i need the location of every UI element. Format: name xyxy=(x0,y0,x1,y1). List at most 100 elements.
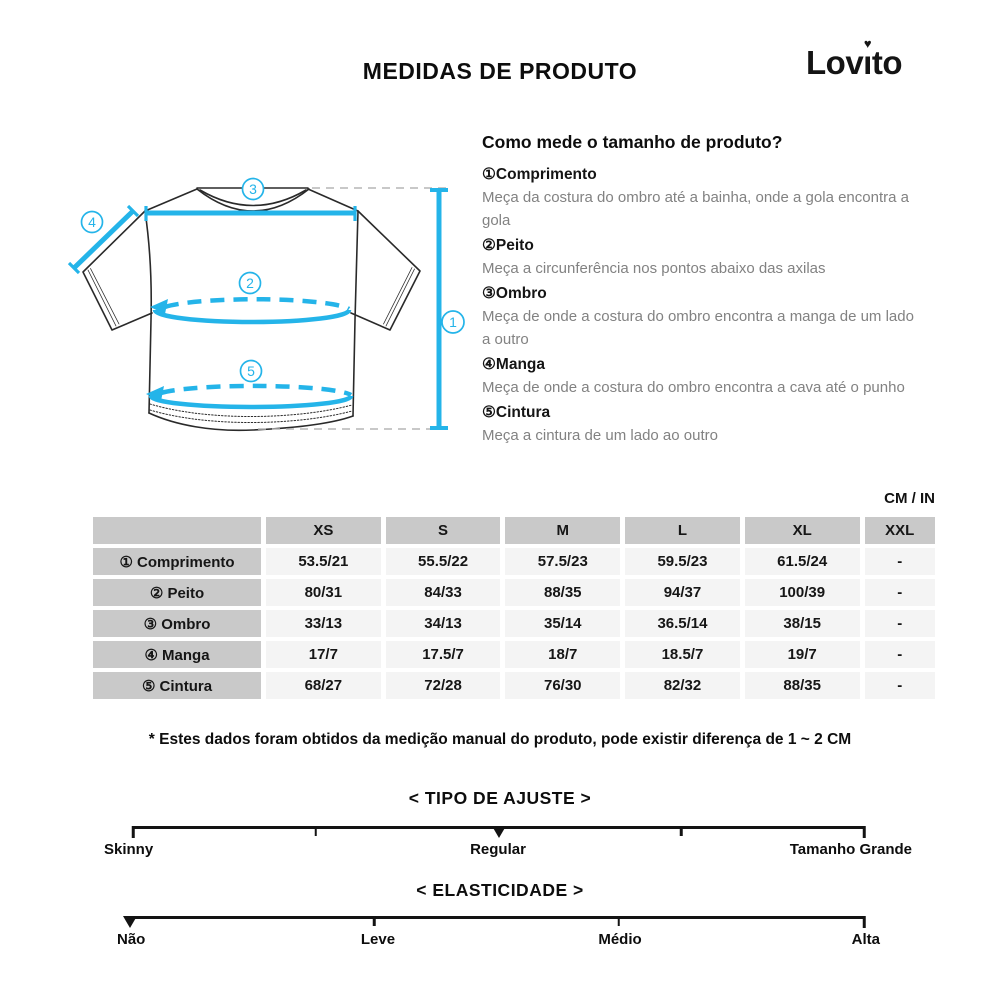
shoulder-measure-line xyxy=(144,206,357,221)
col-header-s: S xyxy=(385,517,501,544)
col-header-l: L xyxy=(625,517,740,544)
cell-value: - xyxy=(864,579,935,606)
size-table-header-row: XS S M L XL XXL xyxy=(93,517,935,544)
waist-measure-ellipse xyxy=(146,383,354,410)
arrow-left-icon xyxy=(146,386,164,401)
tshirt-measure-diagram: 3 4 2 5 1 xyxy=(67,177,465,432)
length-measure-line xyxy=(430,188,448,430)
instruction-label: Cintura xyxy=(495,404,551,421)
table-row-peito: ② Peito 80/31 84/33 88/35 94/37 100/39 - xyxy=(93,579,935,606)
cell-value: 68/27 xyxy=(266,672,381,699)
circled-2-icon: ② xyxy=(482,237,496,254)
size-table: XS S M L XL XXL ① Comprimento 53.5/21 55… xyxy=(88,513,940,703)
heart-icon: ♥ xyxy=(863,36,872,51)
row-label: ⑤ Cintura xyxy=(93,672,261,699)
row-label: ① Comprimento xyxy=(93,548,261,575)
brand-logo-i: ı ♥ xyxy=(863,37,872,82)
cell-value: 80/31 xyxy=(266,579,381,606)
corner-cell xyxy=(93,517,261,544)
cell-value: 18.5/7 xyxy=(625,641,740,668)
measure-badges: 3 4 2 5 1 xyxy=(80,177,465,383)
scale-tick xyxy=(680,826,683,836)
cell-value: 59.5/23 xyxy=(625,548,740,575)
elasticity-scale: < ELASTICIDADE > Não Leve Médio Alta xyxy=(0,880,1000,948)
instruction-desc: Meça a circunferência nos pontos abaixo … xyxy=(482,260,826,277)
cell-value: 55.5/22 xyxy=(385,548,501,575)
tshirt-outline xyxy=(82,187,421,432)
scale-tick xyxy=(314,826,317,836)
badge-3-circle xyxy=(241,177,265,201)
row-label: ③ Ombro xyxy=(93,610,261,637)
cell-value: 53.5/21 xyxy=(266,548,381,575)
table-row-ombro: ③ Ombro 33/13 34/13 35/14 36.5/14 38/15 … xyxy=(93,610,935,637)
brand-logo-dotless-i: ı xyxy=(863,44,872,81)
instruction-item-ombro: ③Ombro Meça de onde a costura do ombro e… xyxy=(482,282,940,351)
cell-value: 88/35 xyxy=(744,672,860,699)
col-header-xl: XL xyxy=(744,517,860,544)
circled-4-icon: ④ xyxy=(482,356,496,373)
instruction-label: Manga xyxy=(495,356,545,373)
scale-tick xyxy=(617,916,621,926)
elasticity-scale-line xyxy=(123,916,866,928)
col-header-xxl: XXL xyxy=(864,517,935,544)
instruction-desc: Meça a cintura de um lado ao outro xyxy=(482,427,718,444)
brand-logo-text-end: to xyxy=(871,44,903,81)
elasticity-label-medio: Médio xyxy=(598,931,642,948)
measure-annotations: 3 4 2 5 1 xyxy=(67,177,465,430)
badge-4-label: 4 xyxy=(88,214,96,230)
elasticity-label-nao: Não xyxy=(117,931,146,948)
instruction-label: Comprimento xyxy=(495,166,597,183)
cell-value: 82/32 xyxy=(625,672,740,699)
cell-value: 76/30 xyxy=(505,672,621,699)
fit-label-regular: Regular xyxy=(470,841,526,858)
guide-dashed-lines xyxy=(258,187,450,430)
cell-value: 84/33 xyxy=(385,579,501,606)
fit-type-scale: < TIPO DE AJUSTE > Skinny Regular Tamanh… xyxy=(0,788,1000,858)
cell-value: - xyxy=(864,641,935,668)
badge-1-label: 1 xyxy=(449,314,457,330)
cell-value: 57.5/23 xyxy=(505,548,621,575)
instruction-label: Ombro xyxy=(495,285,547,302)
cell-value: 38/15 xyxy=(744,610,860,637)
badge-5-circle xyxy=(239,359,263,383)
cell-value: 33/13 xyxy=(266,610,381,637)
measure-instructions: Como mede o tamanho de produto? ①Comprim… xyxy=(482,131,940,447)
cell-value: 72/28 xyxy=(385,672,501,699)
cell-value: - xyxy=(864,548,935,575)
instruction-item-peito: ②Peito Meça a circunferência nos pontos … xyxy=(482,234,940,280)
cell-value: 19/7 xyxy=(744,641,860,668)
cell-value: 100/39 xyxy=(744,579,860,606)
instructions-heading: Como mede o tamanho de produto? xyxy=(482,132,783,152)
cell-value: 94/37 xyxy=(625,579,740,606)
scale-tick xyxy=(131,826,135,838)
circled-1-icon: ① xyxy=(482,166,496,183)
fit-scale-title: < TIPO DE AJUSTE > xyxy=(408,788,592,808)
cell-value: 36.5/14 xyxy=(625,610,740,637)
instruction-desc: Meça de onde a costura do ombro encontra… xyxy=(482,379,905,396)
measurement-footnote: * Estes dados foram obtidos da medição m… xyxy=(148,731,852,748)
marker-triangle-icon xyxy=(491,826,506,838)
instruction-item-cintura: ⑤Cintura Meça a cintura de um lado ao ou… xyxy=(482,401,940,447)
arrow-left-icon xyxy=(150,299,168,314)
cell-value: - xyxy=(864,610,935,637)
col-header-m: M xyxy=(505,517,621,544)
badge-3-label: 3 xyxy=(249,181,257,197)
instruction-label: Peito xyxy=(495,237,534,254)
cell-value: 35/14 xyxy=(505,610,621,637)
instruction-item-manga: ④Manga Meça de onde a costura do ombro e… xyxy=(482,353,940,399)
badge-1-circle xyxy=(441,310,465,334)
unit-label: CM / IN xyxy=(884,490,935,507)
cell-value: 18/7 xyxy=(505,641,621,668)
elasticity-label-alta: Alta xyxy=(851,931,880,948)
page-title: MEDIDAS DE PRODUTO xyxy=(362,58,638,84)
brand-logo: Lovı ♥ to xyxy=(806,37,903,82)
chest-measure-ellipse xyxy=(150,297,352,325)
badge-2-label: 2 xyxy=(246,275,254,291)
sleeve-measure-line xyxy=(67,204,140,275)
row-label: ② Peito xyxy=(93,579,261,606)
badge-5-label: 5 xyxy=(247,363,255,379)
fit-label-skinny: Skinny xyxy=(104,841,154,858)
cell-value: 88/35 xyxy=(505,579,621,606)
elasticity-scale-title: < ELASTICIDADE > xyxy=(416,880,584,900)
